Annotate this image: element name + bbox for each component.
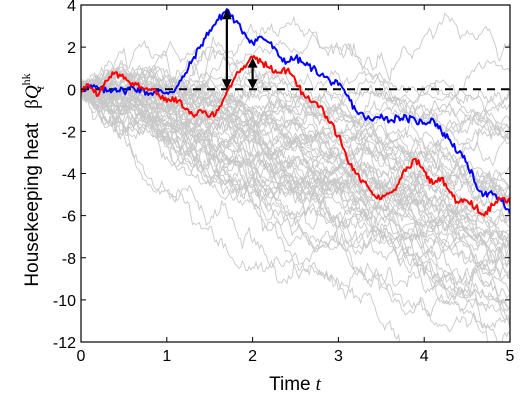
blue-series-line: [81, 8, 510, 214]
y-axis-label-sub: t: [33, 85, 47, 89]
y-tick-label: -12: [53, 335, 76, 352]
x-tick-label: 1: [162, 348, 171, 365]
background-trajectory: [81, 32, 510, 116]
axes: 0 1 2 3 4 5 -12 -10 -8 -6 -4 -2 0 2 4: [53, 0, 515, 365]
background-trajectory: [81, 88, 510, 313]
x-tick-label: 0: [77, 348, 86, 365]
x-axis-label: Time t: [269, 374, 322, 395]
background-trajectory: [81, 73, 510, 274]
arrow-head-up: [221, 9, 232, 20]
background-trajectory: [81, 64, 510, 113]
arrow-head-down: [221, 79, 232, 90]
annotations: [221, 9, 258, 90]
y-tick-label: -2: [62, 124, 76, 141]
arrow-head-down: [247, 79, 258, 90]
y-tick-label: -4: [62, 167, 76, 184]
red-series-line: [81, 55, 510, 217]
background-trajectory: [81, 40, 510, 140]
background-trajectory: [81, 40, 510, 288]
background-trajectory: [81, 71, 510, 146]
background-trajectory: [81, 88, 510, 240]
background-trajectory: [81, 84, 510, 322]
y-tick-label: -10: [53, 293, 76, 310]
background-trajectory: [81, 81, 510, 342]
x-tick-label: 5: [506, 348, 515, 365]
y-tick-label: 4: [67, 0, 76, 15]
x-tick-label: 3: [334, 348, 343, 365]
background-trajectories: [81, 12, 510, 342]
background-trajectory: [81, 88, 510, 208]
arrow-head-up: [247, 57, 258, 68]
plot-frame: [80, 4, 511, 343]
double-arrow-2: [247, 57, 258, 90]
y-axis-label-beta: β: [22, 99, 43, 109]
y-axis-label-sup: hk: [19, 73, 33, 85]
y-tick-label: 2: [67, 40, 76, 57]
x-tick-label: 4: [420, 348, 429, 365]
background-trajectory: [81, 88, 510, 246]
background-trajectory: [81, 72, 510, 163]
background-trajectory: [81, 84, 510, 300]
double-arrow-1: [221, 9, 232, 90]
y-tick-label: 0: [67, 82, 76, 99]
background-trajectory: [81, 83, 510, 251]
background-trajectory: [81, 68, 510, 253]
y-tick-label: -6: [62, 209, 76, 226]
y-axis-label: Housekeeping heat βQhkt: [19, 73, 47, 286]
background-trajectory: [81, 82, 510, 229]
y-tick-label: -8: [62, 251, 76, 268]
x-axis-label-text: Time: [269, 374, 311, 395]
background-trajectory: [81, 55, 510, 279]
background-trajectory: [81, 74, 510, 180]
x-axis-label-var: t: [316, 374, 322, 395]
background-trajectory: [81, 12, 510, 114]
y-axis-label-q: Q: [22, 85, 43, 99]
background-trajectory: [81, 59, 510, 144]
highlighted-trajectories: [81, 8, 510, 217]
y-axis-label-text: Housekeeping heat: [22, 122, 43, 286]
x-tick-label: 2: [248, 348, 257, 365]
